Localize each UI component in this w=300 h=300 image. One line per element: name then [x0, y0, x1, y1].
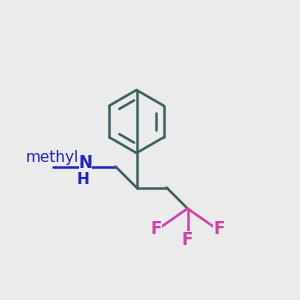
- Text: F: F: [213, 220, 225, 238]
- Text: F: F: [150, 220, 162, 238]
- Text: N: N: [79, 154, 92, 172]
- Text: H: H: [77, 172, 89, 188]
- Text: F: F: [182, 231, 193, 249]
- Text: methyl: methyl: [26, 150, 79, 165]
